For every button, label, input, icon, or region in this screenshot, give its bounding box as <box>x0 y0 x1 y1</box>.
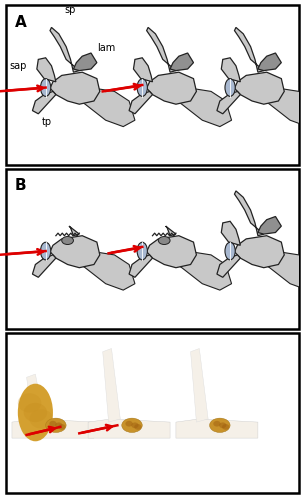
Polygon shape <box>167 88 231 126</box>
Ellipse shape <box>55 422 63 428</box>
Ellipse shape <box>222 424 229 430</box>
Bar <box>6 332 299 492</box>
Bar <box>6 5 299 165</box>
Text: sp: sp <box>65 4 76 15</box>
Ellipse shape <box>62 236 74 244</box>
Ellipse shape <box>137 79 147 96</box>
Text: C: C <box>15 342 26 357</box>
Ellipse shape <box>41 79 51 96</box>
Ellipse shape <box>210 418 230 432</box>
Text: sap: sap <box>9 61 27 71</box>
Polygon shape <box>32 92 56 114</box>
Polygon shape <box>50 236 100 268</box>
Polygon shape <box>134 58 152 82</box>
Polygon shape <box>235 236 284 268</box>
Ellipse shape <box>30 410 53 428</box>
Polygon shape <box>88 419 170 438</box>
Polygon shape <box>27 374 44 422</box>
Polygon shape <box>74 53 97 70</box>
Polygon shape <box>255 252 305 290</box>
Ellipse shape <box>24 403 47 422</box>
Text: lam: lam <box>97 43 115 53</box>
Bar <box>6 168 299 328</box>
Polygon shape <box>129 92 152 114</box>
Polygon shape <box>258 216 281 234</box>
Ellipse shape <box>125 421 133 426</box>
Polygon shape <box>258 53 281 70</box>
Polygon shape <box>167 252 231 290</box>
Ellipse shape <box>225 79 235 96</box>
Polygon shape <box>191 348 208 422</box>
Polygon shape <box>70 252 135 290</box>
Polygon shape <box>103 348 120 422</box>
Ellipse shape <box>134 424 142 430</box>
Ellipse shape <box>58 424 65 430</box>
Polygon shape <box>70 88 135 126</box>
Ellipse shape <box>225 242 235 260</box>
Text: tp: tp <box>42 117 52 127</box>
Polygon shape <box>147 72 196 104</box>
Ellipse shape <box>18 394 41 412</box>
Ellipse shape <box>213 421 221 426</box>
Polygon shape <box>50 72 100 104</box>
Ellipse shape <box>158 236 170 244</box>
Polygon shape <box>235 191 264 236</box>
Ellipse shape <box>131 422 138 428</box>
Polygon shape <box>32 255 56 278</box>
Polygon shape <box>255 88 305 126</box>
Text: A: A <box>15 14 27 30</box>
Polygon shape <box>37 58 56 82</box>
Ellipse shape <box>137 242 147 260</box>
Polygon shape <box>221 58 240 82</box>
Polygon shape <box>235 28 264 72</box>
Polygon shape <box>217 92 240 114</box>
Polygon shape <box>50 28 79 72</box>
Text: B: B <box>15 178 27 193</box>
Polygon shape <box>217 255 240 278</box>
Polygon shape <box>147 236 196 268</box>
Ellipse shape <box>46 418 66 432</box>
Ellipse shape <box>18 384 53 442</box>
Ellipse shape <box>122 418 142 432</box>
Polygon shape <box>221 222 240 246</box>
Polygon shape <box>166 226 176 235</box>
Polygon shape <box>235 72 284 104</box>
Polygon shape <box>176 419 258 438</box>
Polygon shape <box>129 255 152 278</box>
Polygon shape <box>147 28 176 72</box>
Ellipse shape <box>41 242 51 260</box>
Ellipse shape <box>49 421 57 426</box>
Ellipse shape <box>219 422 226 428</box>
Polygon shape <box>12 419 94 438</box>
Polygon shape <box>69 226 79 235</box>
Polygon shape <box>170 53 193 70</box>
